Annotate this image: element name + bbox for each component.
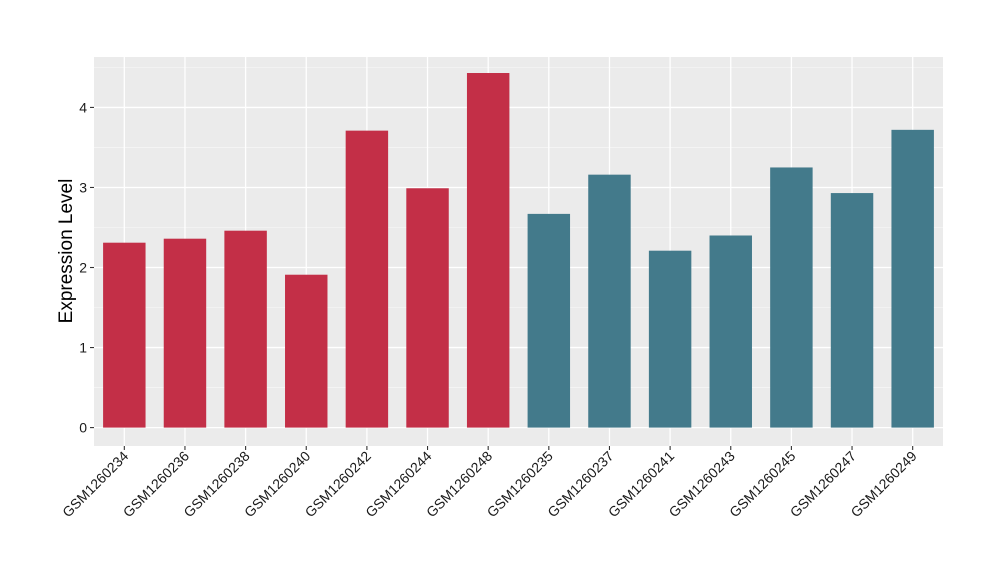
bar-GSM1260236 <box>163 238 207 428</box>
y-tick-label: 4 <box>79 99 87 115</box>
bar-GSM1260243 <box>709 235 752 428</box>
bar-GSM1260237 <box>588 174 631 428</box>
y-axis-title: Expression Level <box>56 179 77 324</box>
y-tick-label: 2 <box>79 260 87 276</box>
x-axis-ticks: GSM1260234GSM1260236GSM1260238GSM1260240… <box>59 446 920 520</box>
bar-GSM1260234 <box>103 242 146 428</box>
bar-GSM1260249 <box>891 129 934 428</box>
y-axis-ticks: 0 1 2 3 4 <box>79 99 94 436</box>
bar-GSM1260248 <box>466 73 510 428</box>
y-tick-label: 1 <box>79 340 87 356</box>
bar-GSM1260241 <box>648 250 692 428</box>
bar-GSM1260235 <box>527 213 571 428</box>
bar-GSM1260247 <box>830 193 874 428</box>
y-tick-label: 3 <box>79 179 87 195</box>
bar-GSM1260240 <box>285 274 328 428</box>
y-tick-label: 0 <box>79 420 87 436</box>
bar-GSM1260245 <box>770 167 813 428</box>
bars <box>103 73 934 428</box>
bar-GSM1260244 <box>406 188 449 428</box>
bar-GSM1260238 <box>224 230 267 428</box>
bar-GSM1260242 <box>345 130 389 428</box>
